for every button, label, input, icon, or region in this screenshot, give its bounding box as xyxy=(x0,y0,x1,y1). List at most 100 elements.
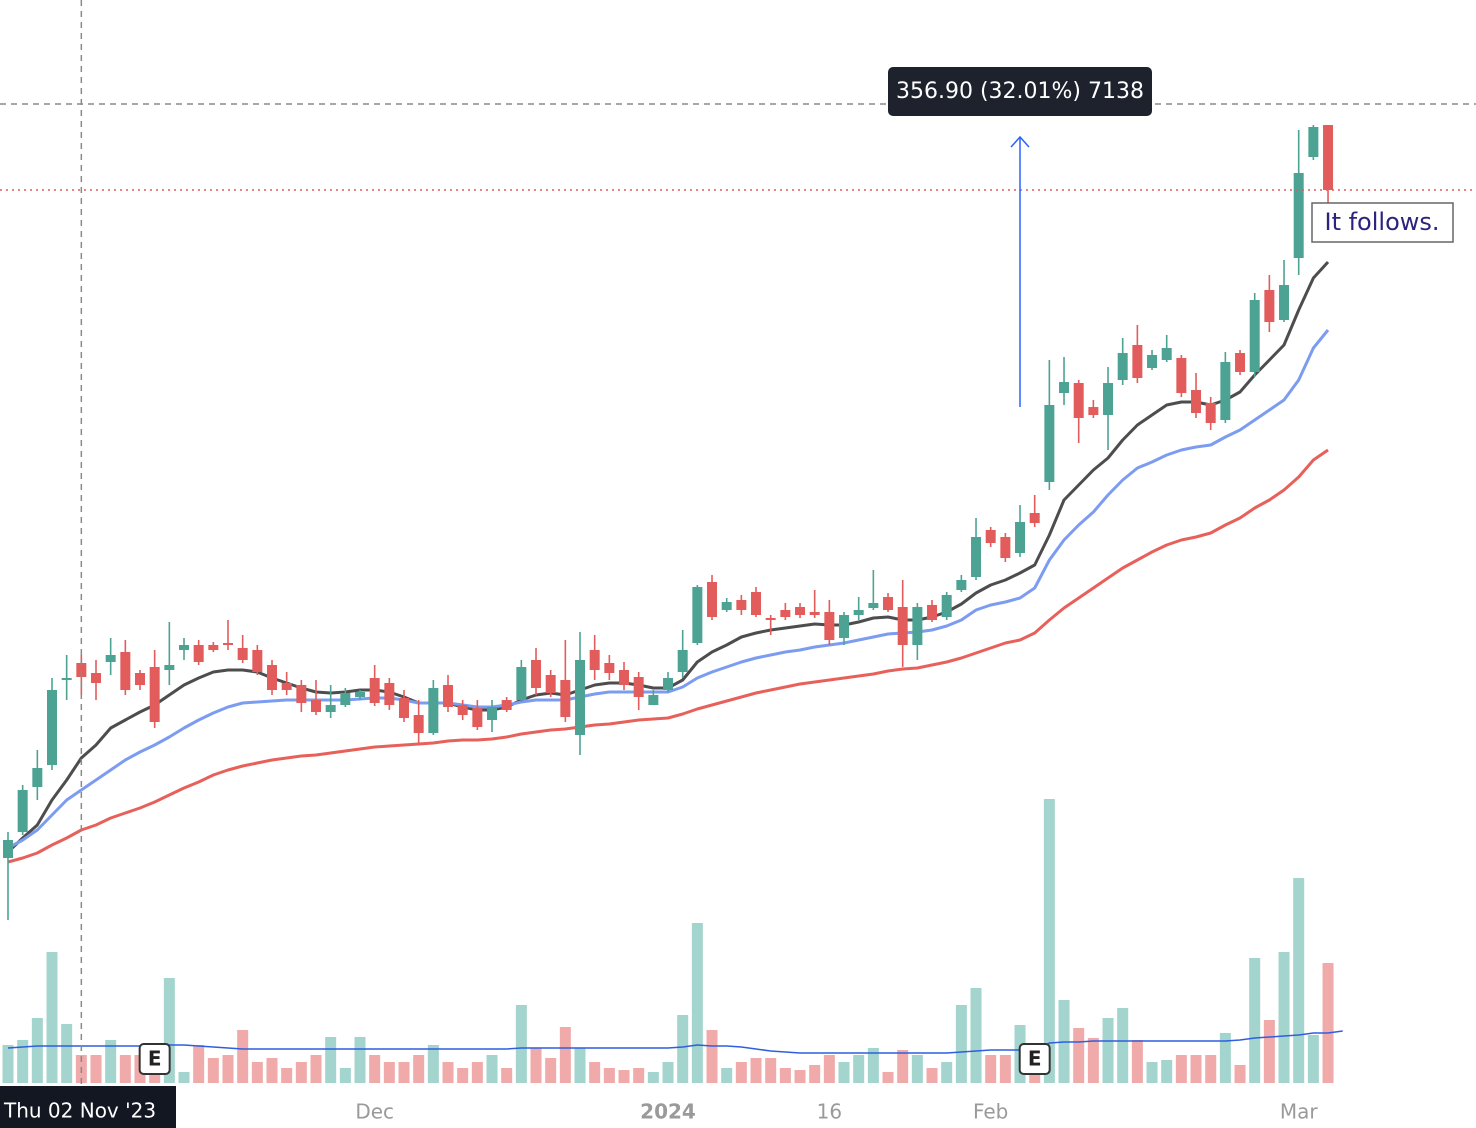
candle-body xyxy=(824,612,835,640)
candle-body xyxy=(237,648,248,660)
volume-bar xyxy=(90,1055,102,1083)
volume-bar xyxy=(178,1072,190,1083)
candle-body xyxy=(1059,382,1070,393)
candle-body xyxy=(1191,390,1202,413)
candle-body xyxy=(91,673,102,683)
candle-body xyxy=(736,600,747,610)
candle-body xyxy=(296,685,307,703)
candle-body xyxy=(1279,285,1290,320)
volume-bar xyxy=(779,1068,791,1083)
candle-body xyxy=(604,663,615,673)
candle-body xyxy=(135,673,146,685)
volume-bar xyxy=(369,1055,381,1083)
volume-bar xyxy=(853,1055,865,1083)
candle-body xyxy=(1161,348,1172,360)
volume-bar xyxy=(1190,1055,1202,1083)
candle-body xyxy=(516,667,527,700)
volume-bar xyxy=(530,1048,542,1083)
volume-bar xyxy=(105,1040,117,1083)
volume-bar xyxy=(17,1040,29,1083)
volume-bar xyxy=(413,1055,425,1083)
measure-label-box xyxy=(888,67,1152,116)
candle-body xyxy=(839,615,850,638)
candle-body xyxy=(281,683,292,690)
earnings-label: E xyxy=(148,1047,162,1071)
volume-bar xyxy=(266,1058,278,1083)
measure-arrow-head xyxy=(1010,135,1030,148)
volume-bar xyxy=(559,1027,571,1083)
candle-body xyxy=(751,592,762,615)
volume-bar xyxy=(193,1045,205,1083)
candle-body xyxy=(17,790,28,832)
volume-bar xyxy=(735,1062,747,1083)
x-tick-label: 16 xyxy=(817,1100,842,1124)
candle-body xyxy=(1220,362,1231,420)
candle-body xyxy=(1015,522,1026,553)
candle-body xyxy=(1044,405,1055,482)
volume-bar xyxy=(354,1037,366,1083)
candle-body xyxy=(384,683,395,705)
volume-bar xyxy=(1175,1055,1187,1083)
candle-body xyxy=(325,705,336,712)
candle-body xyxy=(912,607,923,645)
volume-bar xyxy=(2,1045,14,1083)
volume-bar xyxy=(545,1058,557,1083)
volume-bar xyxy=(999,1055,1011,1083)
earnings-marker xyxy=(1018,1043,1051,1075)
volume-bar xyxy=(515,1005,527,1083)
candle-body xyxy=(1073,383,1084,418)
volume-bar xyxy=(325,1037,337,1083)
candle-body xyxy=(795,607,806,615)
volume-bar xyxy=(222,1055,234,1083)
volume-bar xyxy=(1205,1055,1217,1083)
volume-bar xyxy=(970,988,982,1083)
candle-body xyxy=(1103,383,1114,415)
candle-body xyxy=(32,768,43,787)
candle-body xyxy=(560,680,571,717)
candle-body xyxy=(619,670,630,685)
volume-bar xyxy=(31,1018,43,1083)
volume-bar xyxy=(574,1048,586,1083)
volume-bar xyxy=(721,1068,733,1083)
volume-bar xyxy=(603,1068,615,1083)
candle-body xyxy=(897,607,908,645)
candle-body xyxy=(985,530,996,543)
volume-bar xyxy=(1322,963,1334,1083)
volume-bar xyxy=(1117,1008,1129,1083)
volume-bar xyxy=(1087,1038,1099,1083)
candle-body xyxy=(883,597,894,610)
candle-body xyxy=(1293,173,1304,258)
volume-bar xyxy=(882,1072,894,1083)
volume-bar xyxy=(237,1030,249,1083)
volume-bar xyxy=(955,1005,967,1083)
candle-body xyxy=(267,665,278,690)
volume-bar xyxy=(911,1055,923,1083)
candle-body xyxy=(1249,300,1260,372)
candle-body xyxy=(120,652,131,690)
candle-body xyxy=(487,707,498,720)
candle-body xyxy=(223,643,234,645)
candle-body xyxy=(575,660,586,735)
candle-body xyxy=(721,602,732,610)
x-axis: Dec 2024 16 Feb Mar Thu 02 Nov '23 xyxy=(0,1086,1318,1128)
candle-body xyxy=(76,663,87,677)
candle-body xyxy=(1235,353,1246,372)
candle-body xyxy=(1088,407,1099,415)
volume-bar xyxy=(1293,878,1305,1083)
volume-bar xyxy=(1263,1020,1275,1083)
x-tick-label: Feb xyxy=(973,1100,1008,1124)
volume-bar xyxy=(339,1068,351,1083)
volume-bar xyxy=(691,923,703,1083)
volume-bar xyxy=(647,1072,659,1083)
candle-body xyxy=(193,645,204,662)
x-tick-label: 2024 xyxy=(640,1100,696,1124)
crosshair-x-label: Thu 02 Nov '23 xyxy=(3,1099,156,1123)
volume-bar xyxy=(207,1058,219,1083)
candle-body xyxy=(413,715,424,733)
volume-bar xyxy=(1146,1062,1158,1083)
candle-body xyxy=(1205,403,1216,423)
candle-body xyxy=(941,595,952,617)
